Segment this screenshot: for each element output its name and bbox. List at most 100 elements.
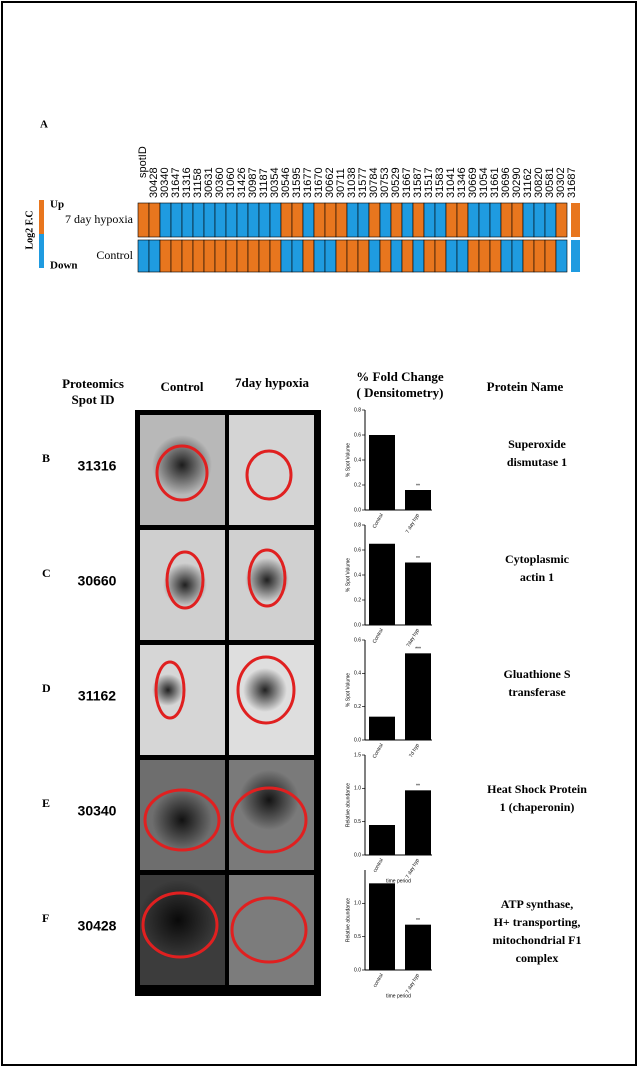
y-tick-label: 0.0 xyxy=(354,737,361,743)
heatmap-cell xyxy=(148,239,161,273)
heatmap-cell xyxy=(236,202,249,238)
heatmap-cell xyxy=(390,202,403,238)
gel-spot xyxy=(152,674,184,706)
y-tick-label: 0.8 xyxy=(354,522,361,528)
heatmap-cell xyxy=(434,239,447,273)
spot-id: 30529 xyxy=(390,167,402,198)
heatmap-cell xyxy=(478,202,491,238)
spot-id: 31316 xyxy=(181,167,193,198)
spot-id: 31670 xyxy=(313,167,325,198)
heatmap-cell xyxy=(500,202,513,238)
spot-id: 30820 xyxy=(533,167,545,198)
heatmap-cell xyxy=(335,202,348,238)
spot-id: 30669 xyxy=(467,167,479,198)
spot-id: 31595 xyxy=(291,167,303,198)
protein-name: Cytoplasmic xyxy=(505,552,570,566)
protein-name: 1 (chaperonin) xyxy=(500,800,575,814)
column-header: % Fold Change xyxy=(356,369,444,384)
heatmap-cell xyxy=(434,202,447,238)
protein-name: Gluathione S xyxy=(503,667,570,681)
spot-id: 31158 xyxy=(192,168,204,198)
heatmap-cell xyxy=(533,202,546,238)
spot-id: 31587 xyxy=(412,167,424,198)
x-axis-label: time period xyxy=(386,878,411,884)
heatmap-cell xyxy=(357,202,370,238)
spot-circle xyxy=(165,550,205,610)
bar xyxy=(405,562,431,625)
y-tick-label: 0.6 xyxy=(354,547,361,553)
protein-name: transferase xyxy=(508,685,566,699)
gel-spot xyxy=(245,558,289,602)
heatmap-cell xyxy=(412,202,425,238)
y-axis-label: Relative abundance xyxy=(345,898,351,942)
heatmap-cell xyxy=(137,202,150,238)
spot-id-cell: 31316 xyxy=(78,458,117,474)
x-tick-label: Control xyxy=(372,513,385,530)
heatmap-cell xyxy=(170,202,183,238)
heatmap-cell xyxy=(291,239,304,273)
x-tick-label: Control xyxy=(372,628,385,645)
spot-circle xyxy=(143,788,221,852)
spot-id-cell: 30660 xyxy=(78,573,117,589)
protein-name: ATP synthase, xyxy=(501,897,573,911)
spot-id: 31667 xyxy=(401,167,413,198)
column-header: 7day hypoxia xyxy=(235,375,310,390)
heatmap-cell xyxy=(555,239,568,273)
heatmap-cell xyxy=(324,202,337,238)
x-tick-label: 7d hyp xyxy=(408,742,421,758)
heatmap-cell xyxy=(511,202,524,238)
heatmap-cell xyxy=(478,239,491,273)
heatmap-cell xyxy=(269,202,282,238)
y-axis-label: % Spot Volume xyxy=(345,558,351,592)
spot-id: 30987 xyxy=(247,167,259,198)
x-axis-label: time period xyxy=(386,993,411,999)
heatmap-cell xyxy=(401,239,414,273)
y-tick-label: 0.5 xyxy=(354,819,361,825)
heatmap-cell xyxy=(335,239,348,273)
heatmap-cell xyxy=(423,239,436,273)
legend-swatch xyxy=(571,203,580,237)
heatmap-cell xyxy=(379,202,392,238)
y-tick-label: 1.0 xyxy=(354,786,361,792)
y-axis-label: % Spot Volume xyxy=(345,443,351,477)
spot-circle xyxy=(154,660,186,720)
heatmap-cell xyxy=(456,202,469,238)
heatmap-cell xyxy=(467,239,480,273)
significance: ** xyxy=(416,784,420,790)
scale-label: Log2 F.C xyxy=(24,210,35,249)
spot-id: 30662 xyxy=(324,167,336,198)
heatmap-cell xyxy=(236,239,249,273)
column-header: Proteomics xyxy=(62,376,124,391)
spot-id: 30354 xyxy=(269,167,281,198)
y-tick-label: 0.6 xyxy=(354,637,361,643)
heatmap-cell xyxy=(181,202,194,238)
heatmap-cell xyxy=(247,239,260,273)
spot-id: 31041 xyxy=(445,167,457,198)
y-tick-label: 0.0 xyxy=(354,507,361,513)
y-tick-label: 0.0 xyxy=(354,622,361,628)
column-header: Protein Name xyxy=(487,379,564,394)
spot-id: 31517 xyxy=(423,167,435,198)
heatmap-cell xyxy=(379,239,392,273)
gel-image xyxy=(229,875,314,985)
spot-id: 30546 xyxy=(280,167,292,198)
legend-label: Up xyxy=(50,199,64,211)
heatmap-cell xyxy=(247,202,260,238)
y-tick-label: 0.5 xyxy=(354,934,361,940)
heatmap-cell xyxy=(192,239,205,273)
column-header: Control xyxy=(160,379,203,394)
significance: *** xyxy=(415,647,421,653)
protein-name: mitochondrial F1 xyxy=(493,933,582,947)
heatmap-cell xyxy=(489,202,502,238)
heatmap-cell xyxy=(368,239,381,273)
x-tick-label: 7day hyp xyxy=(406,627,421,648)
heatmap-cell xyxy=(225,202,238,238)
spot-circle xyxy=(247,548,287,608)
heatmap-cell xyxy=(544,202,557,238)
spot-id: 31687 xyxy=(566,167,578,198)
bar xyxy=(369,883,395,970)
heatmap-cell xyxy=(445,239,458,273)
heatmap-cell xyxy=(302,239,315,273)
heatmap-cell xyxy=(159,202,172,238)
spot-id: 31187 xyxy=(258,168,270,198)
